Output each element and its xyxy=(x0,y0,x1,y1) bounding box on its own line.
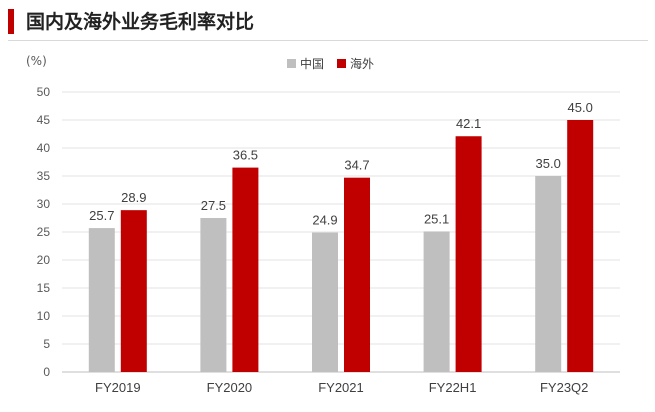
bar-overseas xyxy=(344,177,370,372)
value-label: 45.0 xyxy=(568,100,593,115)
y-tick-label: 30 xyxy=(37,197,51,211)
y-axis: 0 5 10 15 20 25 30 35 40 45 50 xyxy=(37,85,51,379)
value-label: 27.5 xyxy=(201,198,226,213)
bar-china xyxy=(312,232,338,372)
y-tick-label: 35 xyxy=(37,169,51,183)
y-tick-label: 40 xyxy=(37,141,51,155)
legend-swatch xyxy=(287,59,296,68)
y-tick-label: 45 xyxy=(37,113,51,127)
y-tick-label: 20 xyxy=(37,253,51,267)
value-label: 25.1 xyxy=(424,211,449,226)
legend: 中国 海外 xyxy=(287,56,374,71)
bar-china xyxy=(88,228,115,372)
bar-china xyxy=(200,218,227,372)
y-tick-label: 5 xyxy=(43,337,50,351)
value-label: 34.7 xyxy=(344,158,369,173)
x-axis: FY2019 FY2020 FY2021 FY22H1 FY23Q2 xyxy=(95,380,588,395)
bar-overseas xyxy=(455,136,482,372)
bar-china xyxy=(423,231,450,372)
value-label: 24.9 xyxy=(312,213,337,228)
x-tick-label: FY22H1 xyxy=(429,380,477,395)
x-tick-label: FY2021 xyxy=(318,380,364,395)
y-tick-label: 0 xyxy=(43,365,50,379)
bar-overseas xyxy=(120,210,147,372)
value-label: 42.1 xyxy=(456,116,481,131)
header-divider xyxy=(8,40,648,41)
value-labels: 25.7 28.9 27.5 36.5 24.9 34.7 25.1 42.1 35.0 45.0 xyxy=(89,100,593,228)
y-tick-label: 15 xyxy=(37,281,51,295)
legend-label: 海外 xyxy=(350,56,374,71)
x-tick-label: FY23Q2 xyxy=(540,380,588,395)
value-label: 36.5 xyxy=(233,148,258,163)
header: 国内及海外业务毛利率对比 xyxy=(0,0,655,44)
y-tick-label: 25 xyxy=(37,225,51,239)
title-accent-bar xyxy=(8,9,14,34)
bar-china xyxy=(535,176,562,372)
bars xyxy=(88,120,594,372)
value-label: 25.7 xyxy=(89,208,114,223)
x-tick-label: FY2019 xyxy=(95,380,141,395)
bar-overseas xyxy=(567,120,594,372)
legend-swatch xyxy=(337,59,346,68)
bar-overseas xyxy=(232,167,259,372)
legend-label: 中国 xyxy=(300,56,324,71)
gridlines xyxy=(62,91,620,373)
y-unit-label: (%) xyxy=(26,54,47,68)
value-label: 28.9 xyxy=(121,190,146,205)
y-tick-label: 50 xyxy=(37,85,51,99)
value-label: 35.0 xyxy=(536,156,561,171)
chart-title: 国内及海外业务毛利率对比 xyxy=(26,11,255,33)
y-tick-label: 10 xyxy=(37,309,51,323)
x-tick-label: FY2020 xyxy=(207,380,253,395)
